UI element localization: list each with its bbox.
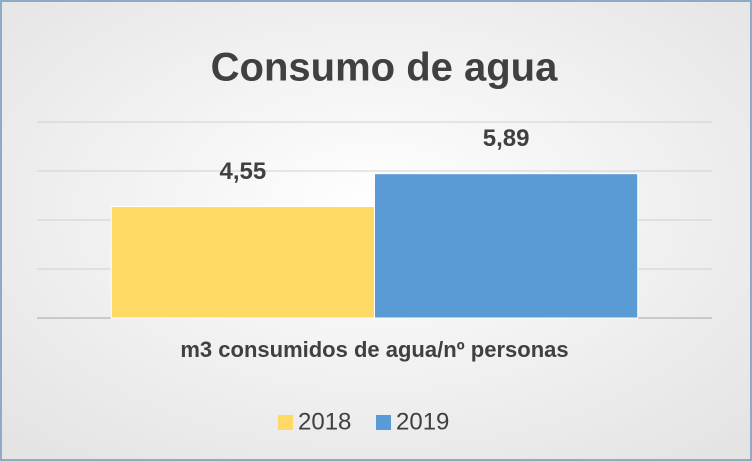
legend-swatch <box>376 415 391 430</box>
data-label: 5,89 <box>483 125 530 152</box>
x-tick-label: m3 consumidos de agua/nº personas <box>180 337 568 362</box>
legend-swatch <box>278 415 293 430</box>
bar <box>374 173 639 319</box>
legend-label: 2019 <box>396 408 449 435</box>
bar <box>110 206 375 319</box>
chart-title: Consumo de agua <box>211 46 558 90</box>
data-label: 4,55 <box>220 158 267 185</box>
legend-label: 2018 <box>298 408 351 435</box>
